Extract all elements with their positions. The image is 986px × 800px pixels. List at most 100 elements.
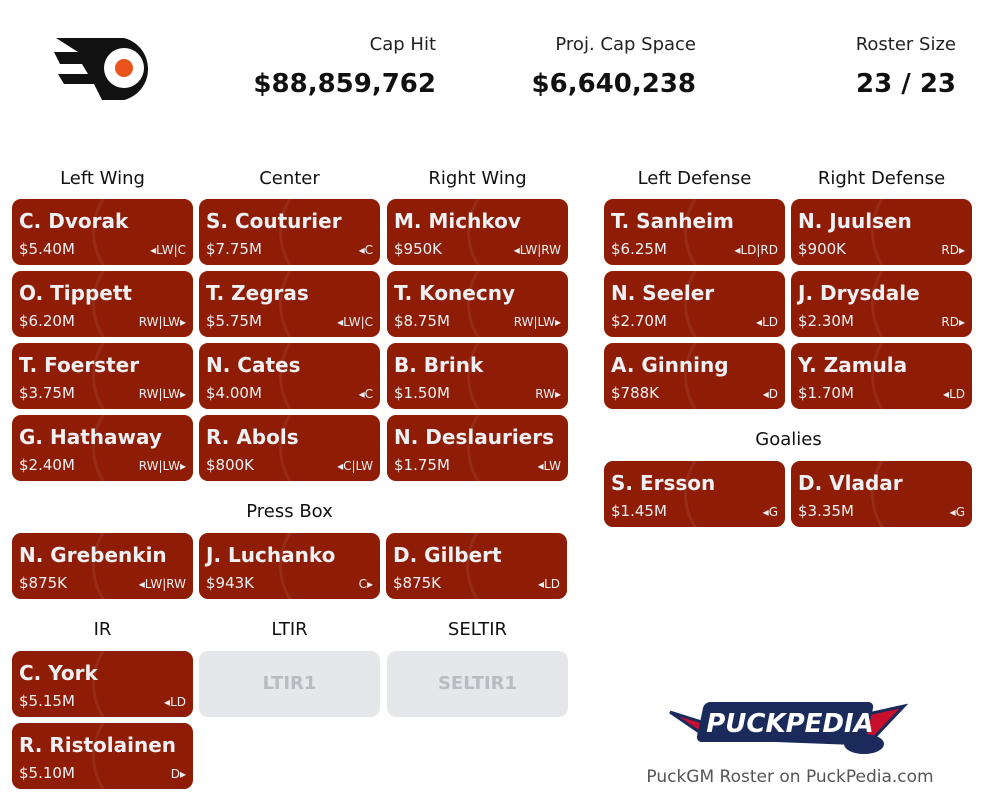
player-name: D. Gilbert <box>393 543 502 567</box>
player-card[interactable]: T. Foerster $3.75M RW|LW▸ <box>12 343 193 409</box>
player-card[interactable]: J. Drysdale $2.30M RD▸ <box>791 271 972 337</box>
player-name: S. Couturier <box>206 209 342 233</box>
player-position: ◂LD <box>756 315 778 329</box>
player-name: C. York <box>19 661 98 685</box>
cap-hit-label: Cap Hit <box>369 34 436 55</box>
roster-size-stat: Roster Size 23 / 23 <box>856 34 956 99</box>
player-card[interactable]: T. Sanheim $6.25M ◂LD|RD <box>604 199 785 265</box>
player-name: T. Zegras <box>206 281 309 305</box>
player-position: RW|LW▸ <box>138 459 186 473</box>
player-position: C▸ <box>358 577 373 591</box>
left-defense-heading: Left Defense <box>637 168 752 189</box>
player-position: ◂G <box>949 505 965 519</box>
player-cap-hit: $875K <box>393 574 442 592</box>
cap-space-value: $6,640,238 <box>531 69 696 99</box>
player-cap-hit: $6.25M <box>611 240 667 258</box>
player-cap-hit: $2.40M <box>19 456 75 474</box>
player-position: ◂C|LW <box>337 459 373 473</box>
player-card[interactable]: D. Gilbert $875K ◂LD <box>386 533 567 599</box>
player-card[interactable]: T. Konecny $8.75M RW|LW▸ <box>387 271 568 337</box>
cap-hit-stat: Cap Hit $88,859,762 <box>253 34 436 99</box>
player-card[interactable]: M. Michkov $950K ◂LW|RW <box>387 199 568 265</box>
player-cap-hit: $8.75M <box>394 312 450 330</box>
player-cap-hit: $800K <box>206 456 255 474</box>
player-cap-hit: $875K <box>19 574 68 592</box>
player-name: S. Ersson <box>611 471 716 495</box>
left-wing-heading: Left Wing <box>60 168 145 189</box>
player-card[interactable]: N. Deslauriers $1.75M ◂LW <box>387 415 568 481</box>
player-card[interactable]: C. Dvorak $5.40M ◂LW|C <box>12 199 193 265</box>
player-position: ◂LW|RW <box>513 243 561 257</box>
player-card[interactable]: A. Ginning $788K ◂D <box>604 343 785 409</box>
player-cap-hit: $943K <box>206 574 255 592</box>
puckpedia-logo: PUCKPEDIA <box>669 702 908 754</box>
player-name: A. Ginning <box>611 353 729 377</box>
player-card[interactable]: S. Couturier $7.75M ◂C <box>199 199 380 265</box>
player-position: RD▸ <box>941 243 965 257</box>
cap-hit-value: $88,859,762 <box>253 69 436 99</box>
empty-slot-label: SELTIR1 <box>437 673 518 694</box>
player-position: ◂LW|RW <box>138 577 186 591</box>
player-card[interactable]: B. Brink $1.50M RW▸ <box>387 343 568 409</box>
player-name: T. Konecny <box>394 281 515 305</box>
player-name: C. Dvorak <box>19 209 129 233</box>
player-position: ◂C <box>358 243 373 257</box>
player-name: R. Ristolainen <box>19 733 177 757</box>
player-position: RW|LW▸ <box>138 387 186 401</box>
player-card[interactable]: N. Seeler $2.70M ◂LD <box>604 271 785 337</box>
empty-slot-card[interactable]: SELTIR1 <box>387 651 568 717</box>
player-cap-hit: $788K <box>611 384 660 402</box>
player-name: N. Juulsen <box>798 209 912 233</box>
roster-size-label: Roster Size <box>855 34 956 55</box>
player-position: D▸ <box>170 767 186 781</box>
player-card[interactable]: Y. Zamula $1.70M ◂LD <box>791 343 972 409</box>
player-card[interactable]: J. Luchanko $943K C▸ <box>199 533 380 599</box>
player-position: ◂LD <box>943 387 965 401</box>
player-name: Y. Zamula <box>798 353 908 377</box>
center-heading: Center <box>259 168 320 189</box>
player-card[interactable]: N. Grebenkin $875K ◂LW|RW <box>12 533 193 599</box>
player-card[interactable]: S. Ersson $1.45M ◂G <box>604 461 785 527</box>
player-position: RD▸ <box>941 315 965 329</box>
seltir-heading: SELTIR <box>447 619 508 640</box>
player-name: J. Drysdale <box>798 281 920 305</box>
player-cap-hit: $5.15M <box>19 692 75 710</box>
player-card[interactable]: D. Vladar $3.35M ◂G <box>791 461 972 527</box>
player-cap-hit: $1.70M <box>798 384 854 402</box>
player-position: RW|LW▸ <box>138 315 186 329</box>
player-name: N. Seeler <box>611 281 715 305</box>
player-card[interactable]: C. York $5.15M ◂LD <box>12 651 193 717</box>
player-position: RW▸ <box>535 387 561 401</box>
player-position: ◂LD|RD <box>734 243 778 257</box>
player-position: ◂C <box>358 387 373 401</box>
player-cap-hit: $900K <box>798 240 847 258</box>
right-defense-heading: Right Defense <box>817 168 946 189</box>
ir-heading: IR <box>93 619 112 640</box>
player-card[interactable]: O. Tippett $6.20M RW|LW▸ <box>12 271 193 337</box>
player-cap-hit: $6.20M <box>19 312 75 330</box>
player-cap-hit: $2.70M <box>611 312 667 330</box>
player-name: N. Cates <box>206 353 301 377</box>
player-card[interactable]: N. Juulsen $900K RD▸ <box>791 199 972 265</box>
roster-size-value: 23 / 23 <box>856 69 956 99</box>
empty-slot-card[interactable]: LTIR1 <box>199 651 380 717</box>
player-position: ◂LW|C <box>150 243 186 257</box>
player-cap-hit: $5.75M <box>206 312 262 330</box>
right-wing-heading: Right Wing <box>428 168 527 189</box>
player-cap-hit: $2.30M <box>798 312 854 330</box>
player-position: ◂G <box>762 505 778 519</box>
player-card[interactable]: R. Abols $800K ◂C|LW <box>199 415 380 481</box>
player-position: RW|LW▸ <box>513 315 561 329</box>
player-cap-hit: $1.50M <box>394 384 450 402</box>
player-card[interactable]: N. Cates $4.00M ◂C <box>199 343 380 409</box>
player-card[interactable]: R. Ristolainen $5.10M D▸ <box>12 723 193 789</box>
goalies-heading: Goalies <box>755 429 822 450</box>
player-position: ◂LD <box>538 577 560 591</box>
player-card[interactable]: T. Zegras $5.75M ◂LW|C <box>199 271 380 337</box>
player-card[interactable]: G. Hathaway $2.40M RW|LW▸ <box>12 415 193 481</box>
player-cap-hit: $3.35M <box>798 502 854 520</box>
player-name: B. Brink <box>394 353 484 377</box>
player-position: ◂LW|C <box>337 315 373 329</box>
player-name: N. Grebenkin <box>19 543 167 567</box>
player-cap-hit: $950K <box>394 240 443 258</box>
